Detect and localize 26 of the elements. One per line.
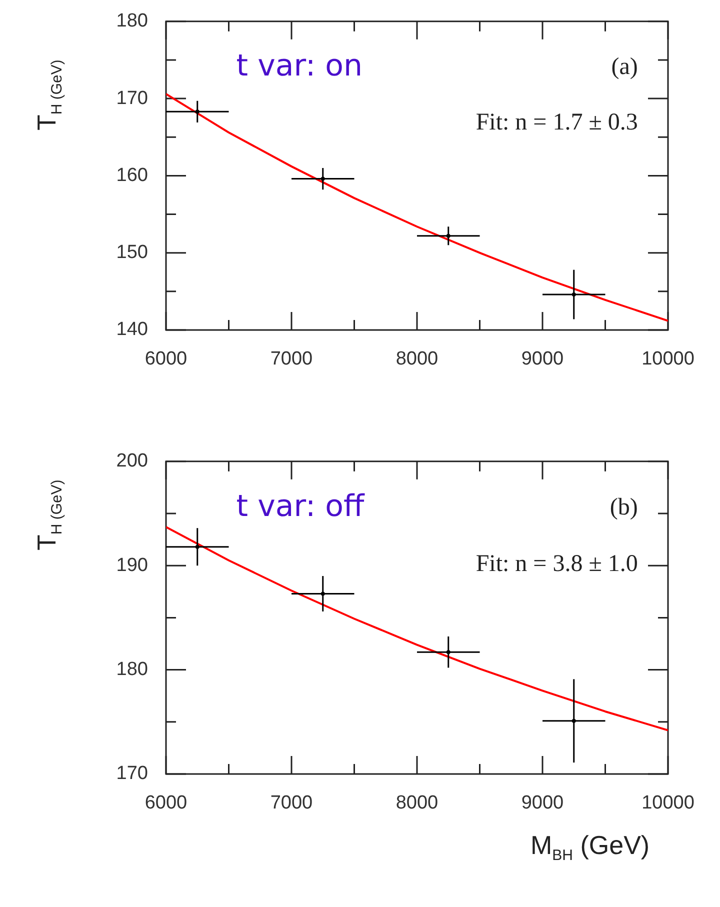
annotation: t var: on (236, 48, 363, 84)
y-tick-label: 180 (116, 10, 148, 32)
y-tick-label: 140 (116, 319, 148, 340)
y-tick-label: 200 (116, 450, 148, 472)
y-tick-label: 150 (116, 242, 148, 264)
x-tick-label: 7000 (270, 348, 313, 370)
y-tick-label: 170 (116, 763, 148, 784)
x-axis-title: M$_{BH}$ (GeV) (530, 830, 650, 864)
annotation: (b) (610, 494, 638, 521)
annotation: (a) (611, 54, 638, 80)
x-tick-label: 7000 (270, 792, 313, 814)
x-tick-label: 10000 (642, 792, 694, 814)
x-tick-label: 8000 (396, 792, 438, 814)
y-tick-label: 190 (116, 554, 148, 576)
x-tick-label: 8000 (396, 348, 438, 370)
annotation: t var: off (236, 489, 366, 524)
y-tick-label: 180 (116, 659, 148, 680)
x-tick-label: 6000 (144, 348, 188, 370)
x-tick-label: 9000 (521, 348, 564, 370)
annotation: Fit: n = 1.7 ± 0.3 (476, 110, 638, 136)
y-tick-label: 160 (116, 164, 148, 186)
annotation: Fit: n = 3.8 ± 1.0 (476, 550, 638, 577)
x-tick-label: 6000 (144, 792, 188, 814)
x-tick-label: 9000 (521, 792, 564, 814)
y-tick-label: 170 (116, 88, 148, 109)
x-tick-label: 10000 (642, 348, 694, 370)
